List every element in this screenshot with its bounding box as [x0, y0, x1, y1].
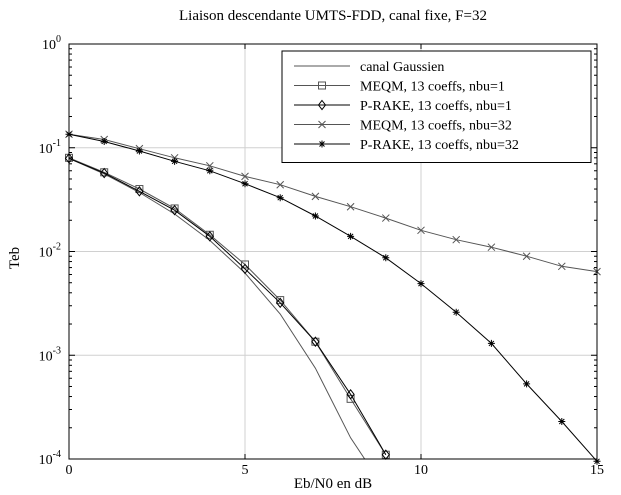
data-point [558, 418, 565, 425]
legend-label: canal Gaussien [360, 60, 444, 75]
legend: canal Gaussien MEQM, 13 coeffs, nbu=1 P-RA… [282, 51, 591, 163]
data-point [312, 193, 319, 200]
y-tick-label: 10-4 [39, 449, 61, 468]
data-point [488, 244, 495, 251]
data-point [312, 212, 319, 219]
data-point [382, 451, 389, 458]
data-point [347, 233, 354, 240]
data-point [277, 181, 284, 188]
y-tick-label: 10-3 [39, 345, 61, 364]
legend-label: MEQM, 13 coeffs, nbu=32 [360, 119, 512, 134]
data-point [382, 215, 389, 222]
x-axis-label: Eb/N0 en dB [294, 476, 372, 492]
y-axis-label: Teb [7, 247, 23, 269]
data-point [453, 236, 460, 243]
legend-marker [319, 141, 326, 148]
data-point [171, 158, 178, 165]
data-point [382, 254, 389, 261]
legend-label: P-RAKE, 13 coeffs, nbu=1 [360, 99, 512, 114]
data-point [101, 138, 108, 145]
data-point [242, 180, 249, 187]
series-line [69, 158, 365, 459]
y-tick-label: 100 [42, 34, 61, 53]
data-point [488, 340, 495, 347]
y-tick-label: 10-1 [39, 138, 61, 157]
x-tick-label: 10 [414, 463, 428, 478]
x-tick-label: 0 [66, 463, 73, 478]
y-tick-label: 10-2 [39, 242, 61, 261]
data-point [453, 309, 460, 316]
data-point [206, 167, 213, 174]
series-5 [66, 131, 601, 465]
x-tick-label: 15 [590, 463, 604, 478]
series-line [69, 134, 597, 461]
x-tick-label: 5 [242, 463, 249, 478]
legend-label: MEQM, 13 coeffs, nbu=1 [360, 80, 505, 95]
data-point [523, 380, 530, 387]
legend-label: P-RAKE, 13 coeffs, nbu=32 [360, 138, 519, 153]
chart-title: Liaison descendante UMTS-FDD, canal fixe… [179, 8, 487, 24]
series-1 [69, 158, 365, 459]
series-line [69, 158, 386, 455]
series-2 [66, 154, 390, 458]
data-point [277, 194, 284, 201]
data-point [523, 253, 530, 260]
data-point [347, 203, 354, 210]
data-point [136, 148, 143, 155]
series-3 [66, 154, 390, 459]
data-point [418, 280, 425, 287]
series-layer [66, 131, 601, 465]
